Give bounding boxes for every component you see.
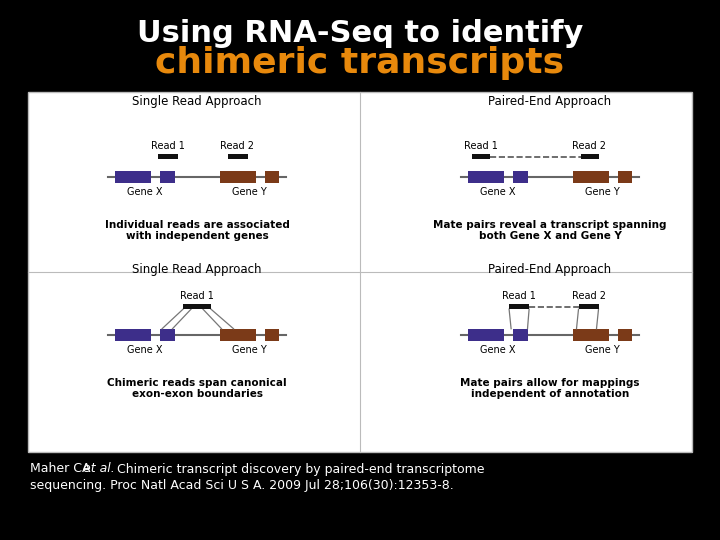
Text: Gene X: Gene X xyxy=(127,345,163,355)
Bar xyxy=(618,329,632,341)
Text: Mate pairs allow for mappings: Mate pairs allow for mappings xyxy=(460,378,640,388)
Bar xyxy=(264,329,279,341)
Bar xyxy=(115,171,151,183)
Text: Read 1: Read 1 xyxy=(464,141,498,151)
Text: Single Read Approach: Single Read Approach xyxy=(132,96,262,109)
Text: both Gene X and Gene Y: both Gene X and Gene Y xyxy=(479,231,621,241)
Bar xyxy=(160,171,174,183)
Text: Read 1: Read 1 xyxy=(151,141,185,151)
Bar xyxy=(264,171,279,183)
Text: Paired-End Approach: Paired-End Approach xyxy=(488,264,611,276)
Text: et al.: et al. xyxy=(83,462,114,476)
Text: Read 2: Read 2 xyxy=(572,291,606,301)
Text: chimeric transcripts: chimeric transcripts xyxy=(156,46,564,80)
Text: Gene X: Gene X xyxy=(127,187,163,197)
Text: sequencing. Proc Natl Acad Sci U S A. 2009 Jul 28;106(30):12353-8.: sequencing. Proc Natl Acad Sci U S A. 20… xyxy=(30,478,454,491)
Text: Gene Y: Gene Y xyxy=(585,187,620,197)
Bar xyxy=(578,304,598,309)
Text: Individual reads are associated: Individual reads are associated xyxy=(104,220,289,230)
Text: Gene X: Gene X xyxy=(480,187,516,197)
Bar xyxy=(572,329,608,341)
Bar xyxy=(28,92,692,452)
Bar xyxy=(513,329,528,341)
Bar xyxy=(115,329,151,341)
Text: Read 2: Read 2 xyxy=(572,141,606,151)
Bar xyxy=(513,171,528,183)
Bar xyxy=(220,329,256,341)
Text: Single Read Approach: Single Read Approach xyxy=(132,264,262,276)
Text: Gene Y: Gene Y xyxy=(232,187,266,197)
Bar xyxy=(220,171,256,183)
Bar xyxy=(183,304,211,309)
Bar xyxy=(580,154,598,159)
Bar xyxy=(158,154,178,159)
Text: Gene X: Gene X xyxy=(480,345,516,355)
Bar xyxy=(228,154,248,159)
Text: Paired-End Approach: Paired-End Approach xyxy=(488,96,611,109)
Text: Mate pairs reveal a transcript spanning: Mate pairs reveal a transcript spanning xyxy=(433,220,667,230)
Bar xyxy=(468,171,504,183)
Text: exon-exon boundaries: exon-exon boundaries xyxy=(132,389,263,399)
Bar xyxy=(468,329,504,341)
Bar xyxy=(160,329,174,341)
Bar xyxy=(572,171,608,183)
Text: with independent genes: with independent genes xyxy=(125,231,269,241)
Text: Read 1: Read 1 xyxy=(180,291,214,301)
Text: Read 2: Read 2 xyxy=(220,141,254,151)
Bar xyxy=(618,171,632,183)
Text: Chimeric transcript discovery by paired-end transcriptome: Chimeric transcript discovery by paired-… xyxy=(113,462,485,476)
Text: Chimeric reads span canonical: Chimeric reads span canonical xyxy=(107,378,287,388)
Text: Maher CA: Maher CA xyxy=(30,462,94,476)
Text: Gene Y: Gene Y xyxy=(585,345,620,355)
Text: Read 1: Read 1 xyxy=(502,291,536,301)
Text: Gene Y: Gene Y xyxy=(232,345,266,355)
Bar xyxy=(509,304,529,309)
Text: independent of annotation: independent of annotation xyxy=(471,389,629,399)
Text: Using RNA-Seq to identify: Using RNA-Seq to identify xyxy=(137,18,583,48)
Bar xyxy=(472,154,490,159)
